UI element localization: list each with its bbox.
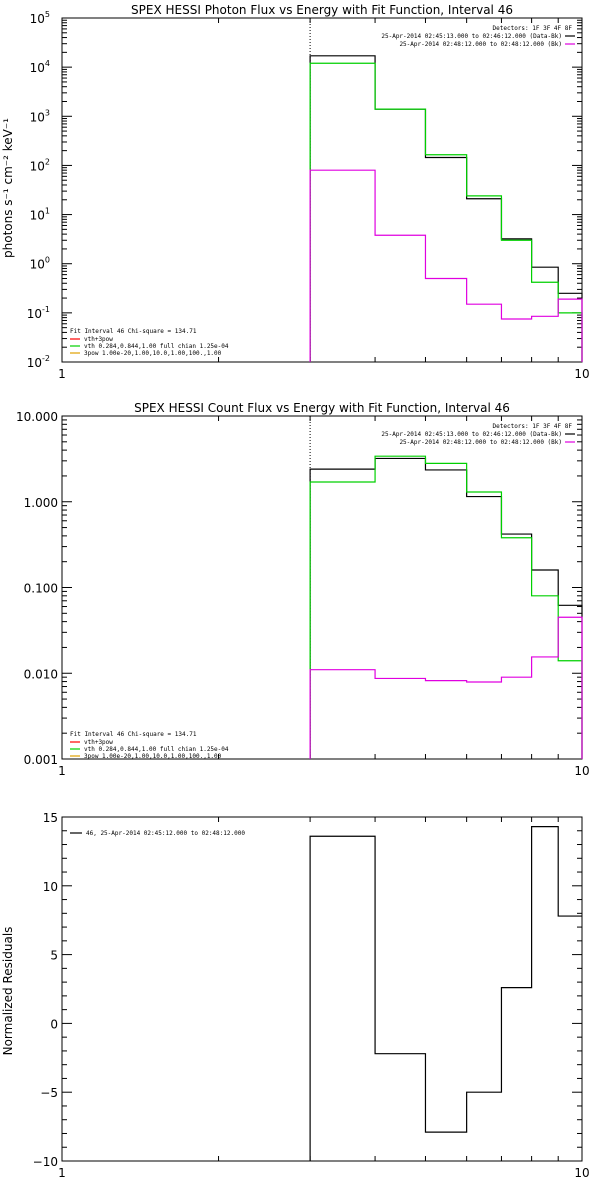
count-legend-data-bk: 25-Apr-2014 02:45:13.000 to 02:46:12.000… bbox=[381, 431, 562, 438]
photon-flux-ylabel: photons s⁻¹ cm⁻² keV⁻¹ bbox=[1, 118, 15, 258]
count-legend-vth: vth 0.284,0.844,1.00 full chian 1.25e-04 bbox=[84, 746, 229, 753]
residuals-ytick-label: 0 bbox=[50, 1017, 58, 1031]
photon-legend-data-bk: 25-Apr-2014 02:45:13.000 to 02:46:12.000… bbox=[381, 33, 562, 40]
residuals-legend: 46, 25-Apr-2014 02:45:12.000 to 02:48:12… bbox=[70, 830, 245, 837]
photon-series-2 bbox=[309, 169, 583, 362]
residuals-legend-label: 46, 25-Apr-2014 02:45:12.000 to 02:48:12… bbox=[86, 830, 245, 837]
residuals-plot-frame bbox=[61, 816, 583, 1162]
photon-xtick-label: 10 bbox=[574, 367, 589, 381]
count-xtick-label: 10 bbox=[574, 764, 589, 778]
count-legend-detectors: Detectors: 1F 3F 4F 8F bbox=[493, 423, 573, 430]
photon-legend-vth: vth 0.284,0.844,1.00 full chian 1.25e-04 bbox=[84, 343, 229, 350]
count-legend-3pow: 3pow 1.00e-20,1.00,10.0,1.00,100.,1.00 bbox=[84, 753, 222, 760]
residuals-xtick-label: 10 bbox=[574, 1166, 589, 1180]
count-xtick-label: 1 bbox=[58, 764, 66, 778]
count-legend-total: vth+3pow bbox=[84, 739, 113, 746]
photon-ytick-label: 100 bbox=[30, 256, 50, 272]
count-ytick-label: 0.001 bbox=[24, 753, 58, 767]
count-ytick-label: 1.000 bbox=[24, 496, 58, 510]
photon-flux-panel: SPEX HESSI Photon Flux vs Energy with Fi… bbox=[1, 3, 590, 381]
residuals-panel: Normalized Residuals 1 10 −10 −5 0 5 10 15 46, … bbox=[1, 811, 590, 1180]
photon-ytick-label: 101 bbox=[30, 207, 50, 223]
residuals-xtick-label: 1 bbox=[58, 1166, 66, 1180]
residuals-ytick-label: −10 bbox=[33, 1155, 58, 1169]
photon-ytick-label: 105 bbox=[30, 10, 50, 26]
residuals-series-0 bbox=[309, 826, 582, 1161]
photon-legend-bk: 25-Apr-2014 02:48:12.000 to 02:48:12.000… bbox=[399, 41, 562, 48]
photon-flux-title: SPEX HESSI Photon Flux vs Energy with Fi… bbox=[131, 3, 513, 17]
photon-legend-fit-interval: Fit Interval 46 Chi-square = 134.71 bbox=[70, 328, 197, 335]
count-ytick-label: 0.100 bbox=[24, 582, 58, 596]
count-ytick-label: 0.010 bbox=[24, 667, 58, 681]
photon-plot-frame bbox=[61, 17, 583, 363]
residuals-ytick-label: 10 bbox=[43, 880, 58, 894]
count-series-2 bbox=[309, 616, 583, 759]
residuals-ytick-label: 15 bbox=[43, 811, 58, 825]
photon-legend-3pow: 3pow 1.00e-20,1.00,10.0,1.00,100.,1.00 bbox=[84, 350, 222, 357]
photon-ytick-label: 102 bbox=[30, 157, 50, 173]
photon-xtick-label: 1 bbox=[58, 367, 66, 381]
residuals-ytick-label: 5 bbox=[50, 949, 58, 963]
count-flux-panel: SPEX HESSI Count Flux vs Energy with Fit… bbox=[16, 401, 590, 778]
count-legend-fit-interval: Fit Interval 46 Chi-square = 134.71 bbox=[70, 731, 197, 738]
photon-series-1 bbox=[309, 62, 583, 362]
photon-ytick-label: 103 bbox=[30, 108, 50, 124]
count-ytick-label: 10.000 bbox=[16, 410, 58, 424]
photon-ytick-label: 10-1 bbox=[27, 305, 50, 321]
photon-ytick-label: 104 bbox=[30, 59, 50, 75]
photon-legend-total: vth+3pow bbox=[84, 336, 113, 343]
count-flux-legend: Detectors: 1F 3F 4F 8F 25-Apr-2014 02:45… bbox=[70, 423, 575, 760]
count-legend-bk: 25-Apr-2014 02:48:12.000 to 02:48:12.000… bbox=[399, 439, 562, 446]
count-flux-title: SPEX HESSI Count Flux vs Energy with Fit… bbox=[134, 401, 510, 415]
residuals-ytick-label: −5 bbox=[40, 1086, 58, 1100]
photon-flux-legend: Detectors: 1F 3F 4F 8F 25-Apr-2014 02:45… bbox=[70, 25, 575, 357]
photon-ytick-label: 10-2 bbox=[27, 354, 50, 370]
residuals-ylabel: Normalized Residuals bbox=[1, 927, 15, 1056]
photon-legend-detectors: Detectors: 1F 3F 4F 8F bbox=[493, 25, 573, 32]
